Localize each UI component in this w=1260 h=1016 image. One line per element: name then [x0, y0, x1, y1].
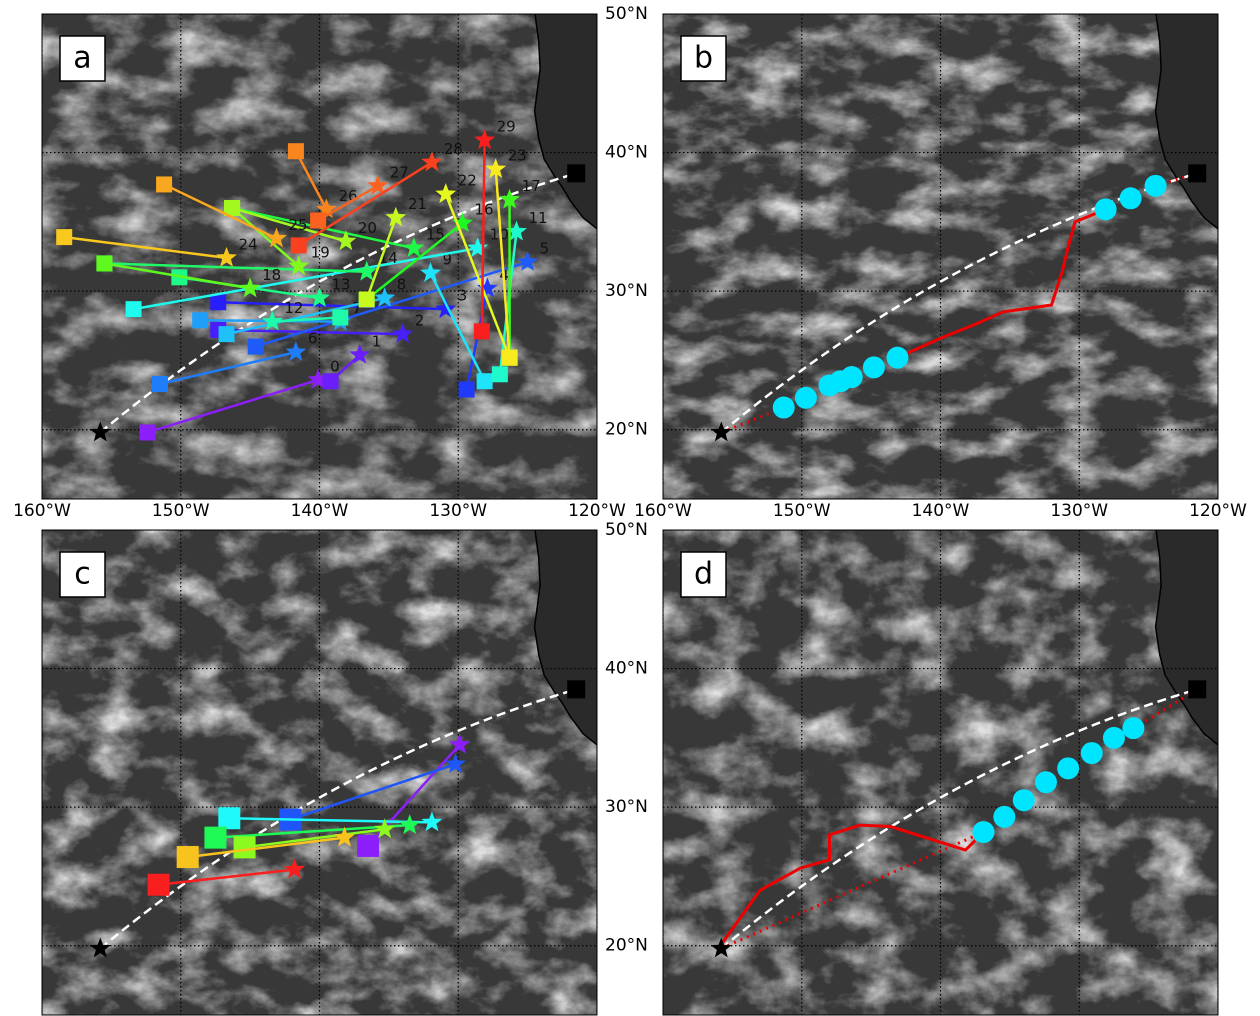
- lat-tick-label: 30°N: [605, 797, 648, 817]
- dot: [993, 806, 1015, 828]
- panel-label: d: [694, 557, 713, 592]
- trajectory-label: 22: [458, 172, 477, 190]
- destination-marker: [567, 680, 585, 698]
- trajectory-label: 23: [508, 147, 527, 165]
- dot: [1057, 757, 1079, 779]
- start-marker: [323, 373, 339, 389]
- dot: [973, 821, 995, 843]
- dot: [1035, 771, 1057, 793]
- body: 0123456789101112131415161718192021222324…: [0, 0, 1260, 1016]
- start-marker: [502, 350, 518, 366]
- trajectory-label: 21: [408, 195, 427, 213]
- start-marker: [310, 212, 326, 228]
- start-marker: [218, 807, 240, 829]
- figure: 0123456789101112131415161718192021222324…: [0, 0, 1260, 1016]
- dot: [1103, 727, 1125, 749]
- start-marker: [359, 291, 375, 307]
- destination-marker: [1188, 680, 1206, 698]
- lat-tick-label: 20°N: [605, 936, 648, 956]
- lon-tick-label: 150°W: [152, 501, 210, 521]
- trajectory-label: 2: [415, 312, 425, 330]
- start-marker: [152, 376, 168, 392]
- dot: [841, 366, 863, 388]
- start-marker: [204, 827, 226, 849]
- lon-tick-label: 140°W: [912, 501, 970, 521]
- lat-tick-label: 20°N: [605, 420, 648, 440]
- start-marker: [357, 835, 379, 857]
- start-marker: [477, 373, 493, 389]
- start-marker: [248, 339, 264, 355]
- lat-tick-label: 40°N: [605, 143, 648, 163]
- trajectory-label: 28: [444, 140, 463, 158]
- lat-tick-label: 50°N: [605, 520, 648, 540]
- trajectory-label: 12: [284, 299, 303, 317]
- destination-marker: [567, 164, 585, 182]
- map-panel: [663, 516, 1246, 1015]
- trajectory-label: 8: [397, 276, 407, 294]
- trajectory-label: 18: [262, 266, 281, 284]
- trajectory-label: 5: [540, 240, 550, 258]
- map-panel: 0123456789101112131415161718192021222324…: [42, 0, 625, 499]
- trajectory-label: 17: [522, 177, 541, 195]
- dot: [1013, 789, 1035, 811]
- panel-label: b: [694, 41, 713, 76]
- trajectory-label: 19: [311, 244, 330, 262]
- trajectory-label: 1: [372, 332, 382, 350]
- start-marker: [492, 366, 508, 382]
- dot: [1122, 717, 1144, 739]
- lon-tick-label: 120°W: [1189, 501, 1247, 521]
- lat-tick-label: 40°N: [605, 659, 648, 679]
- trajectory-label: 11: [529, 209, 548, 227]
- map-panel: [663, 0, 1246, 499]
- trajectory-label: 25: [288, 216, 307, 234]
- dot: [1120, 187, 1142, 209]
- start-marker: [288, 143, 304, 159]
- dot: [773, 397, 795, 419]
- map-panel: [42, 516, 625, 1015]
- start-marker: [291, 237, 307, 253]
- lon-tick-label: 120°W: [568, 501, 626, 521]
- start-marker: [192, 312, 208, 328]
- dot: [1081, 742, 1103, 764]
- lon-tick-label: 130°W: [429, 501, 487, 521]
- dot: [886, 347, 908, 369]
- lon-tick-label: 130°W: [1050, 501, 1108, 521]
- page: Trajectory map panels {"lonlim": [-160, …: [0, 0, 1260, 1016]
- lon-tick-label: 150°W: [773, 501, 831, 521]
- start-marker: [474, 323, 490, 339]
- start-marker: [219, 326, 235, 342]
- start-marker: [210, 294, 226, 310]
- panel-label: c: [74, 557, 91, 592]
- dot: [863, 356, 885, 378]
- start-marker: [148, 874, 170, 896]
- dot: [1145, 175, 1167, 197]
- dot: [1095, 198, 1117, 220]
- trajectory-label: 20: [358, 219, 377, 237]
- trajectory-label: 0: [330, 357, 340, 375]
- destination-marker: [1188, 164, 1206, 182]
- lat-tick-label: 50°N: [605, 4, 648, 24]
- lon-tick-label: 160°W: [13, 501, 71, 521]
- trajectory-label: 13: [332, 276, 351, 294]
- panel-label: a: [73, 41, 91, 76]
- start-marker: [126, 301, 142, 317]
- lat-tick-label: 30°N: [605, 281, 648, 301]
- trajectory-label: 24: [239, 235, 258, 253]
- lon-tick-label: 140°W: [291, 501, 349, 521]
- start-marker: [177, 846, 199, 868]
- start-marker: [234, 836, 256, 858]
- trajectory-label: 3: [458, 287, 468, 305]
- trajectory-label: 29: [497, 118, 516, 136]
- lon-tick-label: 160°W: [634, 501, 692, 521]
- start-marker: [332, 309, 348, 325]
- start-marker: [459, 382, 475, 398]
- start-marker: [139, 424, 155, 440]
- start-marker: [96, 255, 112, 271]
- start-marker: [156, 176, 172, 192]
- trajectory-label: 6: [308, 330, 318, 348]
- start-marker: [56, 229, 72, 245]
- dot: [795, 387, 817, 409]
